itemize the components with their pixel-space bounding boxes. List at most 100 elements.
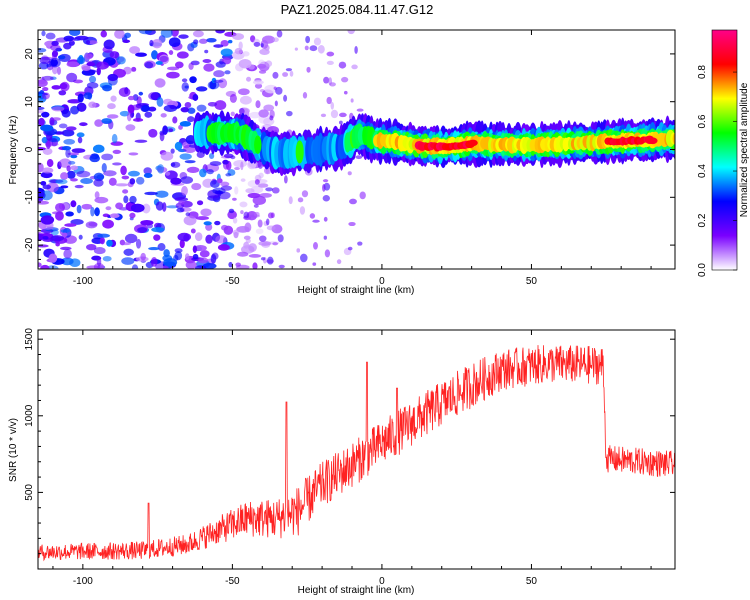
noise-blob <box>178 34 189 39</box>
colorbar-tick-label: 0.2 <box>697 213 708 227</box>
noise-blob <box>174 141 183 151</box>
noise-blob <box>144 191 158 196</box>
noise-blob <box>159 55 169 63</box>
noise-blob <box>187 107 196 114</box>
spectrogram-y-tick-label: 10 <box>24 96 35 108</box>
noise-blob <box>214 100 227 111</box>
noise-blob <box>210 253 217 264</box>
noise-blob <box>122 189 129 194</box>
colorbar-tick-label: 0.4 <box>697 164 708 178</box>
noise-blob <box>100 30 108 38</box>
noise-blob <box>214 220 221 226</box>
noise-blob <box>38 146 46 151</box>
noise-blob <box>155 190 169 198</box>
noise-blob <box>97 233 110 238</box>
noise-blob <box>243 235 251 240</box>
noise-blob <box>181 82 190 92</box>
noise-blob <box>109 51 119 59</box>
noise-blob <box>191 182 202 191</box>
noise-blob <box>120 165 127 176</box>
noise-blob <box>160 151 174 161</box>
noise-blob <box>240 178 246 182</box>
noise-blob <box>359 191 366 200</box>
noise-blob <box>66 72 78 83</box>
noise-blob <box>93 178 104 187</box>
noise-blob <box>234 186 239 195</box>
noise-blob <box>125 124 136 131</box>
noise-blob <box>261 257 266 261</box>
snr-y-tick-label: 1500 <box>24 328 35 351</box>
noise-blob <box>41 111 50 118</box>
noise-blob <box>50 235 65 242</box>
noise-blob <box>38 106 45 111</box>
noise-blob <box>322 195 330 202</box>
noise-blob <box>199 168 207 178</box>
noise-blob <box>118 87 131 97</box>
noise-blob <box>176 207 185 213</box>
ridge-blob <box>295 140 304 164</box>
noise-blob <box>77 93 84 103</box>
noise-blob <box>270 212 275 219</box>
noise-blob <box>192 30 204 38</box>
noise-blob <box>58 158 72 168</box>
noise-blob <box>312 262 317 266</box>
noise-blob <box>96 174 105 180</box>
noise-blob <box>274 100 278 107</box>
noise-blob <box>123 248 134 256</box>
noise-blob <box>323 216 328 222</box>
noise-blob <box>94 207 100 217</box>
noise-blob <box>174 61 184 69</box>
colorbar-label: Normalized spectral amplitude <box>739 82 750 217</box>
noise-blob <box>65 126 77 131</box>
noise-blob <box>230 155 236 160</box>
noise-blob <box>299 206 306 215</box>
noise-blob <box>155 61 163 65</box>
noise-blob <box>121 257 135 265</box>
noise-blob <box>322 179 329 183</box>
noise-blob <box>102 213 110 218</box>
noise-blob <box>41 92 50 100</box>
noise-blob <box>123 195 129 204</box>
noise-blob <box>114 30 125 39</box>
noise-blob <box>244 222 252 233</box>
noise-blob <box>153 234 161 241</box>
noise-blob <box>192 245 198 253</box>
noise-blob <box>245 188 255 194</box>
noise-blob <box>320 113 327 118</box>
noise-blob <box>151 227 165 233</box>
noise-blob <box>215 235 227 244</box>
noise-blob <box>253 41 261 47</box>
noise-blob <box>134 139 148 143</box>
noise-blob <box>128 152 139 156</box>
noise-blob <box>220 39 229 47</box>
noise-blob <box>170 177 182 185</box>
noise-blob <box>40 124 54 132</box>
noise-blob <box>41 75 54 81</box>
noise-blob <box>238 58 252 69</box>
noise-blob <box>55 202 66 212</box>
noise-blob <box>238 88 250 96</box>
noise-blob <box>179 121 192 127</box>
noise-blob <box>239 95 252 105</box>
noise-blob <box>254 179 260 185</box>
noise-blob <box>65 211 74 217</box>
noise-blob <box>181 78 188 83</box>
noise-blob <box>207 80 220 90</box>
noise-blob <box>185 212 191 217</box>
noise-blob <box>313 37 322 46</box>
noise-blob <box>306 66 311 73</box>
noise-blob <box>42 87 49 92</box>
noise-blob <box>246 76 252 82</box>
ridge-blob <box>647 137 658 145</box>
noise-blob <box>101 153 114 161</box>
noise-blob <box>258 109 269 118</box>
noise-blob <box>238 108 245 115</box>
noise-blob <box>237 251 249 257</box>
noise-blob <box>57 55 66 60</box>
spectrogram-x-tick-label: -100 <box>73 276 93 287</box>
noise-blob <box>168 128 174 132</box>
noise-blob <box>102 84 112 92</box>
noise-blob <box>88 40 98 45</box>
noise-blob <box>129 178 136 185</box>
noise-blob <box>76 170 91 178</box>
